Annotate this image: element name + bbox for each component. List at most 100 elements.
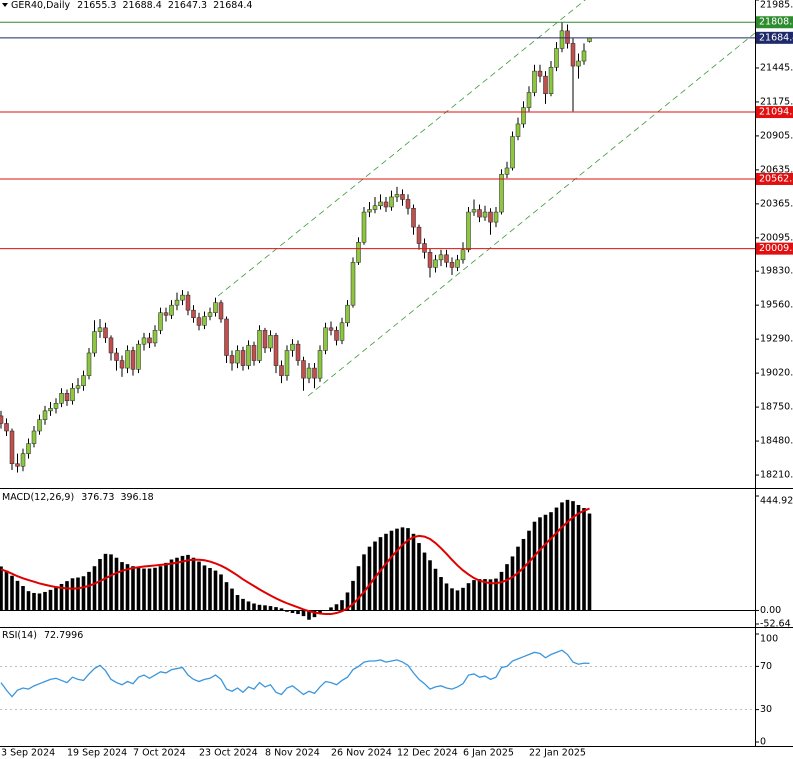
candle-body bbox=[570, 43, 576, 67]
candle-body bbox=[240, 350, 246, 366]
macd-bar bbox=[527, 530, 531, 611]
candle-body bbox=[394, 194, 400, 198]
macd-bar bbox=[175, 557, 179, 611]
macd-bar bbox=[230, 588, 234, 611]
candle-body bbox=[477, 209, 482, 218]
candle-body bbox=[119, 360, 125, 369]
candle-body bbox=[345, 304, 350, 324]
candle-body bbox=[207, 312, 213, 317]
y-tick-label: 18750.0 bbox=[760, 402, 793, 413]
y-tick-label: 0 bbox=[760, 737, 766, 748]
y-tick-label: 0.00 bbox=[760, 605, 781, 616]
macd-bar bbox=[285, 610, 289, 612]
macd-bar bbox=[351, 580, 355, 611]
macd-bar bbox=[461, 587, 465, 611]
rsi-current: 72.7996 bbox=[44, 630, 83, 641]
y-tick-label: 21985.0 bbox=[760, 0, 793, 11]
macd-bar bbox=[543, 514, 548, 611]
macd-bar bbox=[70, 578, 75, 611]
macd-bar bbox=[417, 543, 421, 611]
macd-bar bbox=[37, 593, 42, 611]
macd-bar bbox=[263, 605, 267, 611]
macd-bar bbox=[65, 581, 69, 611]
macd-bar bbox=[384, 533, 388, 611]
candle-body bbox=[350, 262, 356, 306]
macd-bar bbox=[219, 574, 223, 611]
level-label: 21684.4 bbox=[759, 32, 793, 43]
macd-bar bbox=[235, 595, 240, 611]
candle-body bbox=[576, 60, 581, 67]
macd-bar bbox=[252, 603, 256, 611]
macd-bar bbox=[114, 557, 119, 611]
macd-bar bbox=[505, 564, 509, 611]
macd-bar bbox=[32, 592, 36, 611]
macd-bar bbox=[521, 538, 526, 611]
candle-body bbox=[152, 330, 158, 344]
candle-body bbox=[169, 304, 174, 316]
macd-bar bbox=[87, 571, 91, 611]
candle-body bbox=[213, 302, 218, 313]
macd-bar bbox=[54, 587, 58, 611]
macd-bar bbox=[510, 556, 515, 611]
macd-bar bbox=[444, 583, 449, 611]
channel-lower bbox=[307, 32, 756, 397]
header-high: 21688.4 bbox=[122, 0, 161, 11]
candle-body bbox=[400, 194, 405, 200]
macd-bar bbox=[565, 499, 570, 611]
y-tick-label: 100 bbox=[760, 634, 778, 645]
candle-body bbox=[246, 345, 251, 366]
candle-body bbox=[301, 360, 306, 379]
macd-bar bbox=[356, 566, 361, 611]
macd-bar bbox=[109, 554, 113, 611]
candle-body bbox=[422, 243, 427, 253]
y-tick-label: 19560.0 bbox=[760, 300, 793, 311]
symbol-icon bbox=[2, 3, 8, 7]
candle-body bbox=[361, 211, 367, 243]
candle-body bbox=[53, 403, 59, 409]
x-tick-label: 19 Sep 2024 bbox=[67, 748, 127, 759]
candle-body bbox=[235, 350, 240, 364]
candle-body bbox=[460, 249, 466, 261]
candle-body bbox=[411, 208, 416, 228]
macd-bar bbox=[224, 582, 229, 611]
macd-bar bbox=[180, 555, 185, 611]
candle-body bbox=[108, 337, 114, 354]
rsi-header: RSI(14) 72.7996 bbox=[2, 630, 83, 641]
macd-bar bbox=[499, 571, 504, 611]
candle-body bbox=[125, 350, 130, 369]
candle-body bbox=[196, 317, 202, 326]
macd-bar bbox=[131, 566, 135, 611]
macd-bar bbox=[307, 610, 311, 620]
candle-body bbox=[15, 463, 20, 467]
macd-bar bbox=[439, 577, 443, 611]
candle-body bbox=[20, 453, 26, 467]
macd-bar bbox=[532, 521, 537, 611]
candle-body bbox=[587, 37, 592, 42]
level-label-box bbox=[756, 242, 793, 255]
macd-bar bbox=[422, 552, 427, 611]
candle-body bbox=[378, 201, 383, 206]
macd-bar bbox=[125, 564, 130, 611]
candle-body bbox=[416, 226, 422, 244]
level-label: 20562.8 bbox=[759, 173, 793, 184]
level-label: 21808.3 bbox=[759, 17, 793, 28]
candle-body bbox=[0, 415, 4, 424]
candle-body bbox=[339, 322, 345, 341]
candle-body bbox=[356, 241, 361, 263]
macd-bar bbox=[587, 513, 592, 611]
candle-body bbox=[433, 259, 438, 268]
macd-bar bbox=[483, 579, 487, 611]
macd-bar bbox=[147, 568, 152, 611]
y-tick-label: 21445.0 bbox=[760, 62, 793, 73]
macd-bar bbox=[296, 610, 300, 615]
candle-body bbox=[455, 259, 460, 268]
y-tick-label: 30 bbox=[760, 704, 772, 715]
candle-body bbox=[543, 75, 548, 95]
candle-body bbox=[37, 419, 42, 432]
macd-bar bbox=[59, 583, 64, 611]
y-tick-label: 444.92 bbox=[760, 496, 793, 507]
macd-bar bbox=[428, 560, 432, 611]
macd-header: MACD(12,26,9) 376.73 396.18 bbox=[2, 492, 154, 503]
channel bbox=[217, 0, 756, 397]
